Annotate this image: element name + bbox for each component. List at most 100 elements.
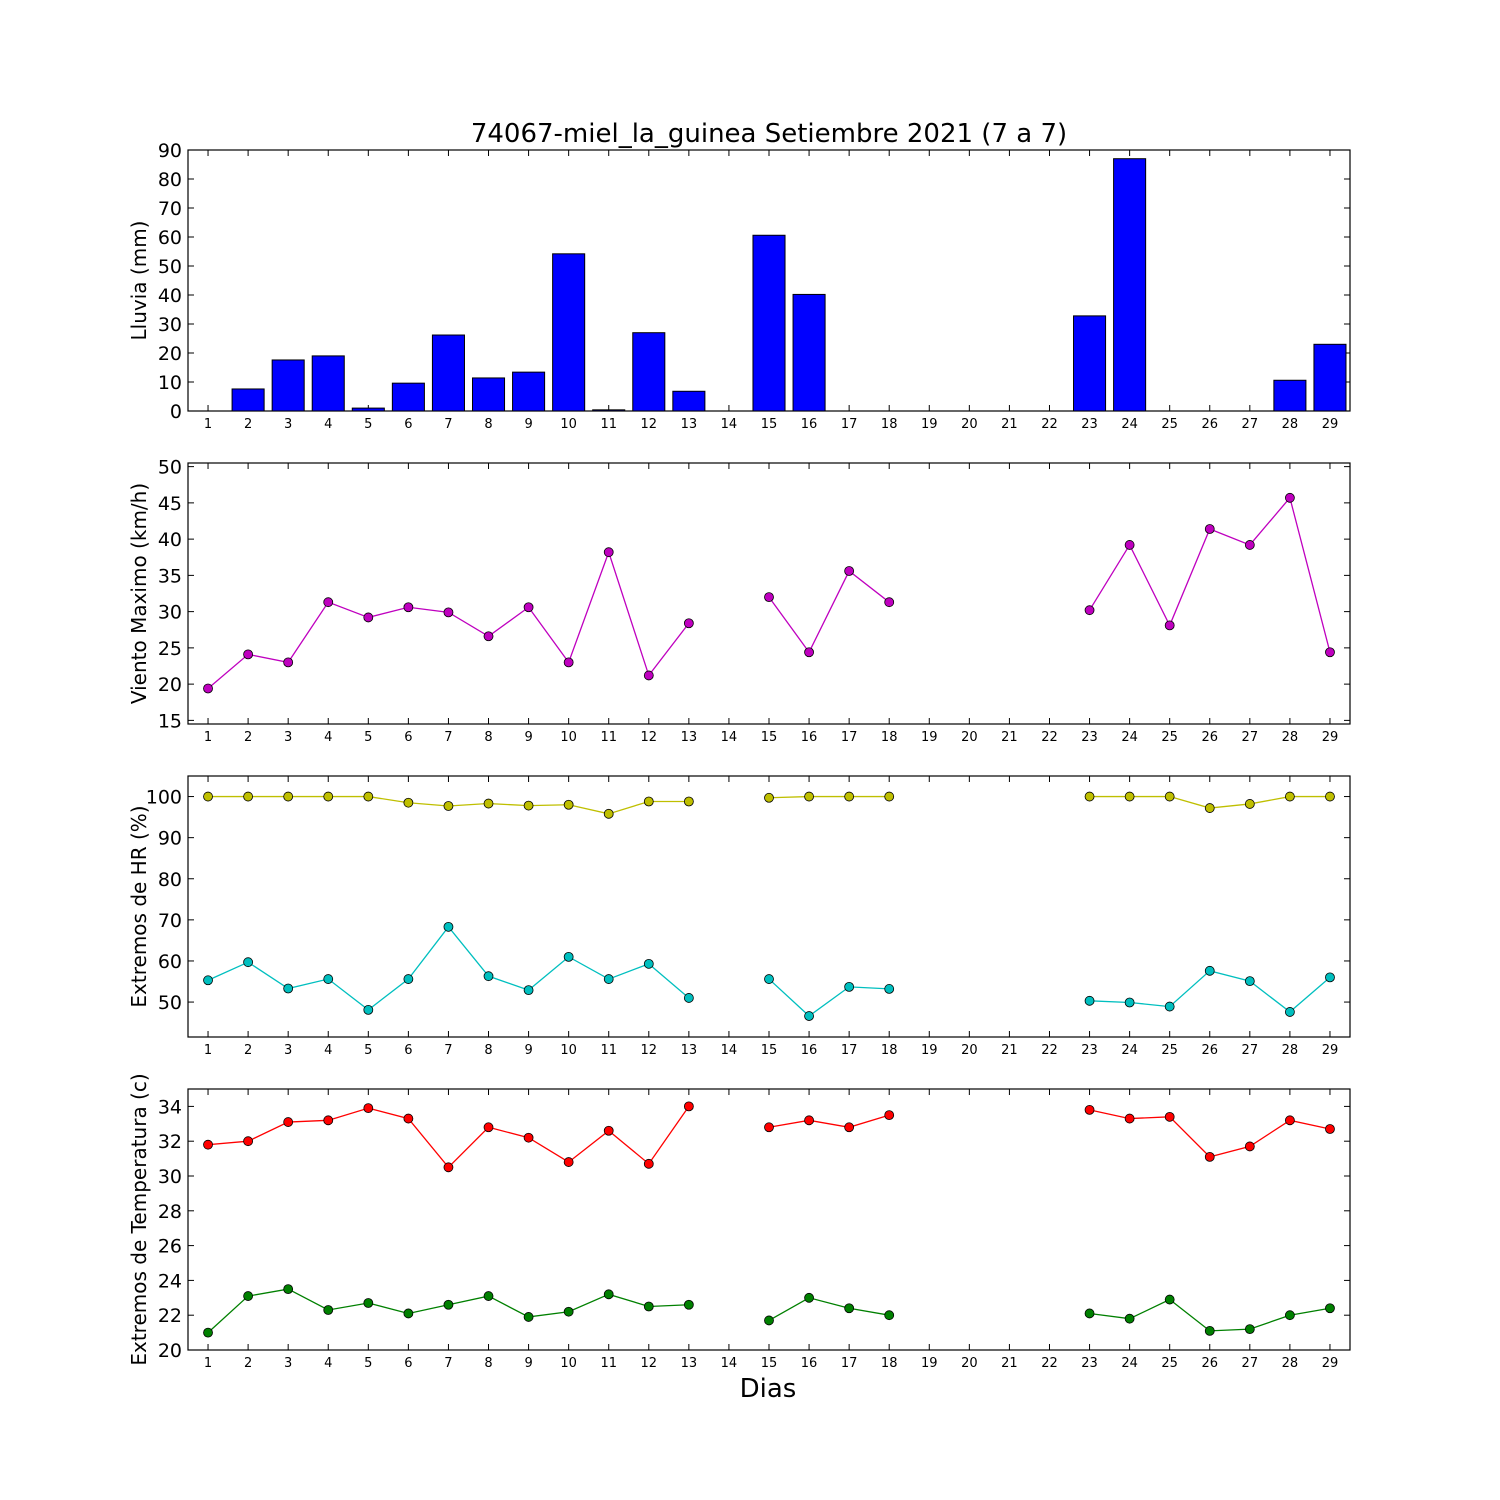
data-point [804, 1115, 814, 1126]
x-tick-label: 6 [404, 1356, 412, 1371]
data-point [643, 1301, 654, 1312]
data-point [884, 597, 895, 608]
data-point [1284, 1310, 1295, 1321]
x-tick-label: 9 [524, 1043, 532, 1058]
data-point [603, 1125, 614, 1136]
x-tick-label: 6 [404, 417, 412, 432]
y-tick-label: 22 [158, 1305, 182, 1327]
data-point [1164, 620, 1175, 631]
data-point [1204, 1325, 1215, 1336]
x-tick-label: 9 [524, 730, 532, 745]
y-tick-label: 20 [158, 343, 182, 365]
y-tick-label: 60 [158, 227, 182, 249]
x-tick-label: 15 [761, 417, 778, 432]
y-tick-label: 20 [158, 1340, 182, 1362]
x-tick-label: 22 [1041, 417, 1058, 432]
x-tick-label: 19 [921, 417, 938, 432]
data-point [323, 791, 334, 802]
data-point [643, 1158, 654, 1169]
data-point [203, 1139, 213, 1150]
y-tick-label: 50 [158, 256, 182, 278]
data-point [243, 649, 254, 660]
x-tick-label: 2 [244, 730, 252, 745]
y-tick-label: 40 [158, 529, 182, 551]
x-tick-label: 21 [1001, 1356, 1018, 1371]
data-point [443, 921, 454, 932]
x-tick-label: 18 [881, 1043, 898, 1058]
x-tick-label: 20 [961, 1356, 978, 1371]
x-tick-label: 19 [921, 1043, 938, 1058]
data-point [1124, 1113, 1135, 1124]
x-tick-label: 3 [284, 730, 292, 745]
data-point [1124, 1313, 1135, 1324]
x-tick-label: 26 [1201, 417, 1218, 432]
data-point [1204, 1151, 1215, 1162]
bar [1313, 343, 1347, 412]
x-tick-label: 11 [600, 730, 617, 745]
data-point [403, 974, 414, 984]
data-point [363, 1298, 374, 1308]
y-tick-label: 32 [158, 1131, 182, 1153]
x-tick-label: 15 [761, 1043, 778, 1058]
bar [592, 409, 626, 412]
data-point [1244, 1141, 1255, 1152]
x-tick-label: 24 [1121, 417, 1138, 432]
data-point [1084, 605, 1095, 616]
x-tick-label: 24 [1121, 1356, 1138, 1371]
x-tick-label: 3 [284, 417, 292, 432]
bar [512, 371, 546, 412]
y-tick-label: 80 [158, 869, 182, 891]
x-tick-label: 17 [841, 730, 858, 745]
x-tick-label: 4 [324, 1043, 332, 1058]
x-tick-label: 28 [1282, 417, 1299, 432]
bar [311, 355, 345, 412]
data-point [1124, 997, 1135, 1008]
data-point [884, 1310, 895, 1321]
x-tick-label: 15 [761, 1356, 778, 1371]
x-tick-label: 12 [641, 730, 658, 745]
x-tick-label: 13 [681, 730, 698, 745]
data-point [203, 975, 213, 986]
x-tick-label: 23 [1081, 1043, 1098, 1058]
x-tick-label: 20 [961, 417, 978, 432]
y-tick-label: 24 [158, 1270, 182, 1292]
data-point [363, 1004, 374, 1015]
x-tick-label: 20 [961, 730, 978, 745]
data-point [203, 791, 213, 802]
x-tick-label: 10 [560, 1356, 577, 1371]
y-tick-label: 25 [158, 638, 182, 660]
bar [391, 382, 425, 412]
panel-frame [187, 775, 1351, 1038]
x-tick-label: 7 [444, 1356, 452, 1371]
data-point [1325, 1124, 1335, 1134]
x-tick-label: 11 [600, 1043, 617, 1058]
data-point [203, 683, 213, 694]
data-point [1325, 791, 1335, 802]
series-line-1 [768, 570, 890, 654]
x-tick-label: 26 [1201, 1356, 1218, 1371]
data-point [764, 592, 774, 603]
x-tick-label: 23 [1081, 417, 1098, 432]
data-point [563, 951, 574, 962]
x-tick-label: 14 [721, 1043, 738, 1058]
x-tick-label: 25 [1161, 417, 1178, 432]
data-point [483, 798, 494, 809]
data-point [1124, 540, 1135, 550]
data-point [1244, 976, 1255, 987]
data-point [563, 799, 574, 810]
y-tick-label: 50 [158, 992, 182, 1014]
x-tick-label: 14 [721, 417, 738, 432]
data-point [203, 1327, 213, 1338]
x-tick-label: 17 [841, 1356, 858, 1371]
data-point [483, 631, 494, 642]
x-tick-label: 16 [801, 730, 818, 745]
x-tick-label: 20 [961, 1043, 978, 1058]
data-point [323, 974, 334, 984]
x-tick-label: 4 [324, 1356, 332, 1371]
x-tick-label: 13 [681, 1356, 698, 1371]
data-point [1325, 972, 1335, 983]
data-point [804, 647, 814, 658]
x-tick-label: 29 [1322, 1356, 1339, 1371]
